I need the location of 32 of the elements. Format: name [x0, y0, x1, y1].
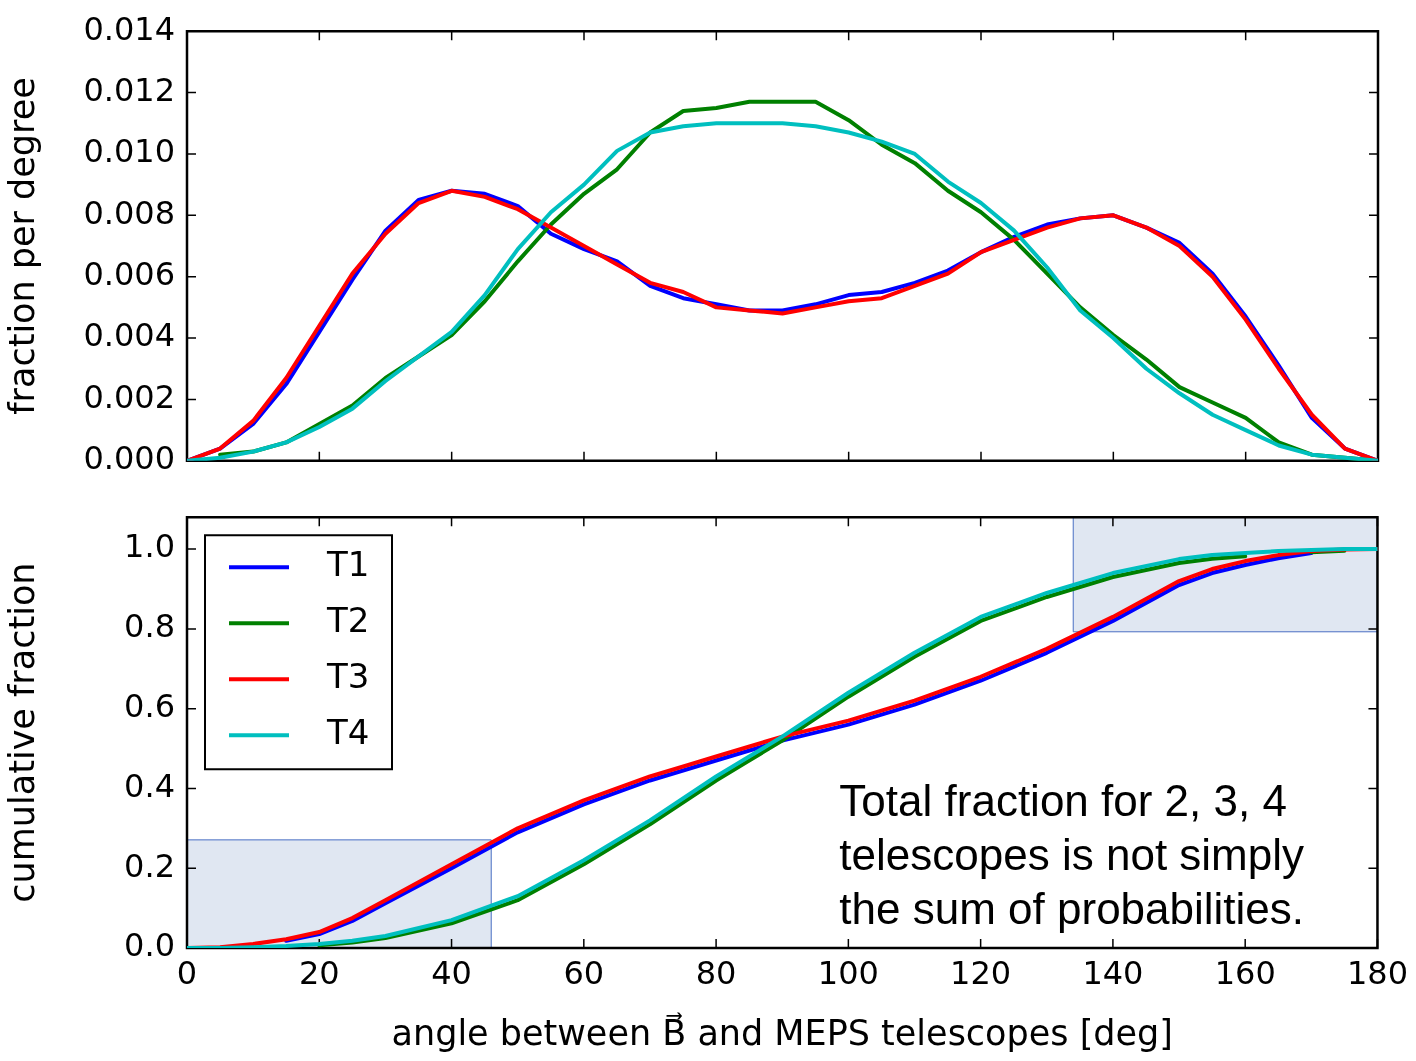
y-tick-label: 0.002 [83, 377, 175, 416]
y-tick-label: 0.004 [83, 316, 175, 355]
y-tick-label: 1.0 [124, 527, 175, 566]
x-tick-label: 160 [1214, 953, 1276, 992]
x-tick-label: 120 [950, 953, 1012, 992]
y-tick-label: 0.010 [83, 132, 175, 171]
y-tick-label: 0.006 [83, 255, 175, 293]
y-tick-label: 0.4 [124, 766, 175, 805]
x-axis-title: angle between B⃗ and MEPS telescopes [deg] [391, 1011, 1173, 1054]
x-tick-label: 60 [563, 953, 605, 992]
legend-label: T2 [326, 600, 370, 641]
y-tick-label: 0.6 [124, 686, 175, 725]
y-axis-title: cumulative fraction [2, 562, 43, 903]
y-tick-label: 0.014 [83, 9, 175, 48]
x-tick-label: 20 [298, 953, 340, 992]
annotation: Total fraction for 2, 3, 4 telescopes is not simply the sum of probabilities. [839, 776, 1305, 933]
x-tick-label: 40 [431, 953, 472, 992]
x-tick-label: 100 [817, 953, 879, 992]
x-tick-label: 0 [176, 953, 198, 992]
y-tick-label: 0.8 [124, 607, 175, 646]
y-tick-label: 0.000 [83, 439, 175, 478]
y-tick-label: 0.008 [83, 193, 175, 232]
legend-label: T4 [326, 712, 370, 753]
y-tick-label: 0.012 [83, 70, 175, 109]
x-tick-label: 80 [695, 953, 737, 992]
y-tick-label: 0.0 [124, 926, 175, 965]
x-tick-label: 140 [1082, 953, 1144, 992]
legend-label: T1 [326, 544, 370, 585]
legend-label: T3 [326, 656, 370, 697]
y-tick-label: 0.2 [124, 846, 175, 885]
x-tick-label: 180 [1346, 953, 1408, 992]
y-axis-title: fraction per degree [2, 77, 43, 415]
